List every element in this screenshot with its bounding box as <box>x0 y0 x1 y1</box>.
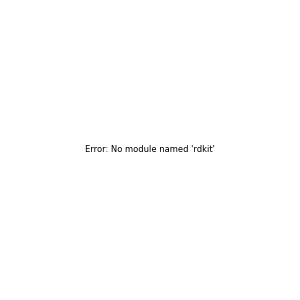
Text: Error: No module named 'rdkit': Error: No module named 'rdkit' <box>85 146 215 154</box>
